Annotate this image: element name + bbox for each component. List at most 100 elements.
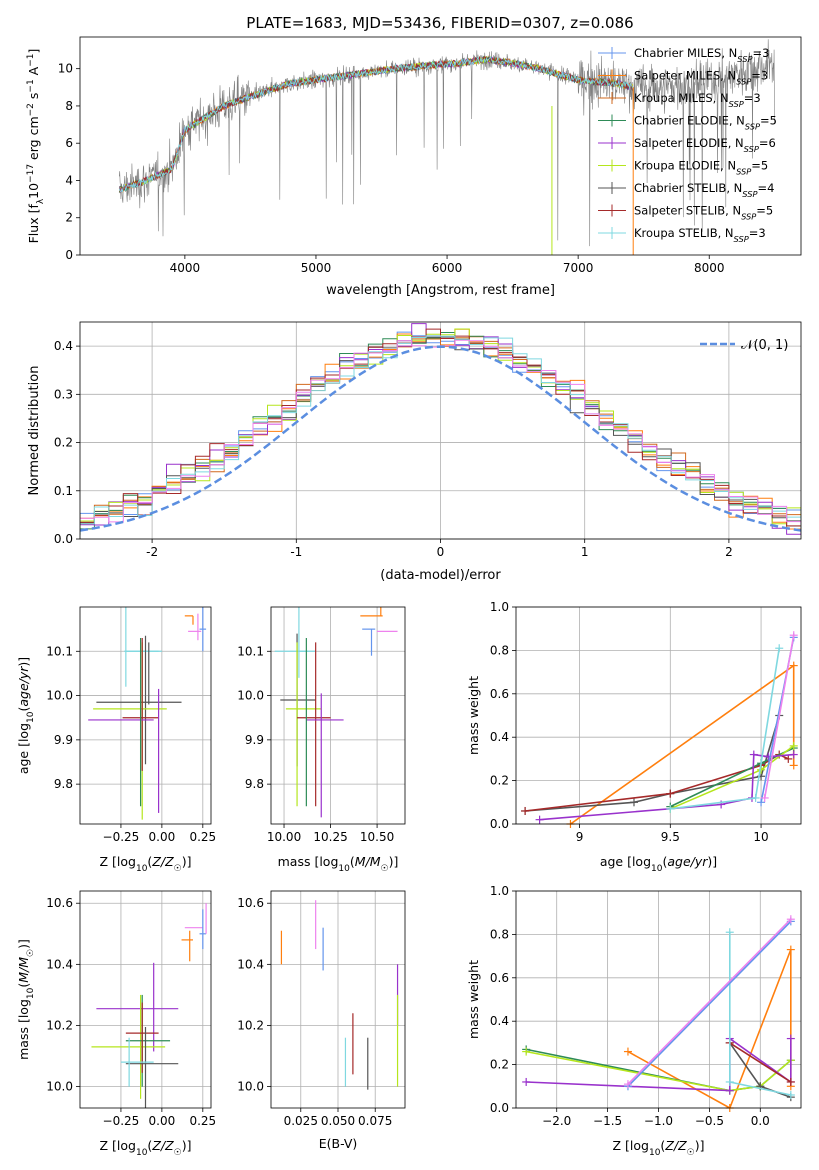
x-tick-label: 0.25: [189, 1114, 216, 1128]
x-tick-label: 0.25: [189, 830, 216, 844]
y-tick-label: 10.1: [46, 644, 73, 658]
y-tick-label: 0.6: [490, 687, 509, 701]
axes-frame: [515, 606, 802, 825]
y-tick-label: 0.0: [490, 817, 509, 831]
legend-entry: Salpeter ELODIE, NSSP=6: [634, 136, 776, 154]
legend-entry: Chabrier MILES, NSSP=3: [634, 46, 769, 64]
x-tick-label: −1.5: [593, 1114, 622, 1128]
x-tick-label: −0.25: [103, 830, 140, 844]
x-tick-label: 9.5: [661, 830, 680, 844]
y-tick-label: 0.4: [490, 730, 509, 744]
legend-entry: Kroupa MILES, NSSP=3: [634, 91, 761, 109]
axes-frame: [270, 606, 406, 825]
y-tick-label: 0.2: [490, 774, 509, 788]
figure-title: PLATE=1683, MJD=53436, FIBERID=0307, z=0…: [246, 14, 633, 32]
y-axis-label: mass weight: [466, 676, 481, 755]
x-tick-label: 8000: [694, 261, 725, 275]
legend-entry: Chabrier ELODIE, NSSP=5: [634, 114, 777, 132]
x-tick-label: 10.00: [267, 830, 301, 844]
y-tick-label: 10: [58, 62, 73, 76]
y-tick-label: 10.1: [237, 644, 264, 658]
y-tick-label: 9.9: [54, 733, 73, 747]
x-axis-label: Z [log10(Z/Z☉)]: [100, 1138, 192, 1158]
y-axis-label: Normed distribution: [27, 366, 42, 496]
x-tick-label: −2.0: [542, 1114, 571, 1128]
axes-frame: [79, 606, 212, 825]
mass-weight-line: [539, 753, 794, 821]
mass-weight-line: [526, 1050, 792, 1092]
x-axis-label: Z [log10(Z/Z☉)]: [613, 1138, 705, 1158]
x-axis-label: age [log10(age/yr)]: [600, 854, 717, 874]
y-tick-label: 0.1: [54, 484, 73, 498]
y-tick-label: 9.8: [245, 777, 264, 791]
y-tick-label: 10.6: [46, 896, 73, 910]
histogram-step-line: [80, 335, 801, 529]
y-tick-label: 0.0: [490, 1101, 509, 1115]
model-spectrum-line: [118, 56, 634, 193]
y-tick-label: 2: [65, 211, 73, 225]
mass-weight-line: [627, 920, 792, 1087]
y-tick-label: 0.4: [54, 339, 73, 353]
x-tick-label: 1: [581, 545, 589, 559]
y-tick-label: 0.8: [490, 643, 509, 657]
x-tick-label: 9: [576, 830, 584, 844]
y-tick-label: 0.6: [490, 971, 509, 985]
axes-frame: [515, 890, 802, 1109]
x-tick-label: 10.25: [313, 830, 347, 844]
y-tick-label: 10.0: [237, 689, 264, 703]
y-tick-label: 0.4: [490, 1014, 509, 1028]
x-tick-label: 2: [725, 545, 733, 559]
x-tick-label: −1.0: [644, 1114, 673, 1128]
x-tick-label: −0.5: [695, 1114, 724, 1128]
y-tick-label: 0.8: [490, 927, 509, 941]
axes-frame: [79, 36, 802, 256]
y-axis-label: age [log10(age/yr)]: [16, 657, 36, 774]
y-tick-label: 0.2: [54, 436, 73, 450]
y-axis-label: mass weight: [466, 960, 481, 1039]
y-tick-label: 10.2: [46, 1018, 73, 1032]
y-tick-label: 4: [65, 173, 73, 187]
y-tick-label: 0.2: [490, 1058, 509, 1072]
x-axis-label: mass [log10(M/M☉)]: [278, 854, 399, 874]
age-z-panel: −0.25 0.00 0.25 9.8 9.9 10.0 10.1 Z [log10(Z/Z☉…: [16, 606, 216, 874]
x-tick-label: −0.25: [103, 1114, 140, 1128]
y-tick-label: 1.0: [490, 600, 509, 614]
x-tick-label: -1: [290, 545, 302, 559]
y-tick-label: 10.6: [237, 896, 264, 910]
mass-weight-line: [763, 635, 795, 799]
y-tick-label: 9.8: [54, 777, 73, 791]
x-tick-label: 0.025: [284, 1114, 318, 1128]
x-tick-label: 4000: [170, 261, 201, 275]
x-tick-label: 10: [753, 830, 768, 844]
y-tick-label: 0.3: [54, 387, 73, 401]
x-axis-label: Z [log10(Z/Z☉)]: [100, 854, 192, 874]
mass-ebv-panel: 0.025 0.050 0.075 10.0 10.2 10.4 10.6: [237, 890, 406, 1128]
mass-weight-line: [729, 1042, 792, 1083]
x-axis-label: (data-model)/error: [380, 568, 501, 583]
legend-entry: Salpeter STELIB, NSSP=5: [634, 204, 773, 222]
axes-frame: [79, 890, 212, 1109]
y-tick-label: 10.0: [46, 689, 73, 703]
x-tick-label: 5000: [301, 261, 332, 275]
y-tick-label: 10.2: [237, 1018, 264, 1032]
mass-weight-line: [525, 715, 780, 812]
legend-entry: Salpeter MILES, NSSP=3: [634, 69, 768, 87]
y-tick-label: 9.9: [245, 733, 264, 747]
legend-entry: Chabrier STELIB, NSSP=4: [634, 181, 774, 199]
residuals-panel: -2 -1 0 1 2 0.0 0.1 0.2 0.3 0.4 (data-model)/error…: [27, 321, 802, 583]
legend-entry: 𝒩(0, 1): [741, 338, 788, 353]
mw-age-panel: 9 9.5 10 0.0 0.2 0.4 0.6 0.8 1.0 age [log10(age/y…: [466, 600, 802, 874]
mass-weight-line: [627, 918, 792, 1085]
legend-entry: Kroupa STELIB, NSSP=3: [634, 226, 766, 244]
y-tick-label: 10.4: [46, 957, 73, 971]
legend-entry: Kroupa ELODIE, NSSP=5: [634, 159, 768, 177]
y-axis-label: Flux [fλ10−17 erg cm−2 s−1 A−1]: [26, 49, 46, 244]
mw-z-panel: −2.0 −1.5 −1.0 −0.5 0.0 0.0 0.2 0.4 0.6 0.8 1.0 Z […: [466, 884, 802, 1158]
x-tick-label: 0.00: [149, 830, 176, 844]
x-tick-label: 6000: [432, 261, 463, 275]
x-tick-label: 0.0: [751, 1114, 770, 1128]
x-tick-label: 0.050: [321, 1114, 355, 1128]
axes-frame: [79, 321, 802, 540]
age-mass-panel: 10.00 10.25 10.50 9.8 9.9 10.0 10.1 mass [log10…: [237, 606, 406, 874]
x-tick-label: 0: [437, 545, 445, 559]
